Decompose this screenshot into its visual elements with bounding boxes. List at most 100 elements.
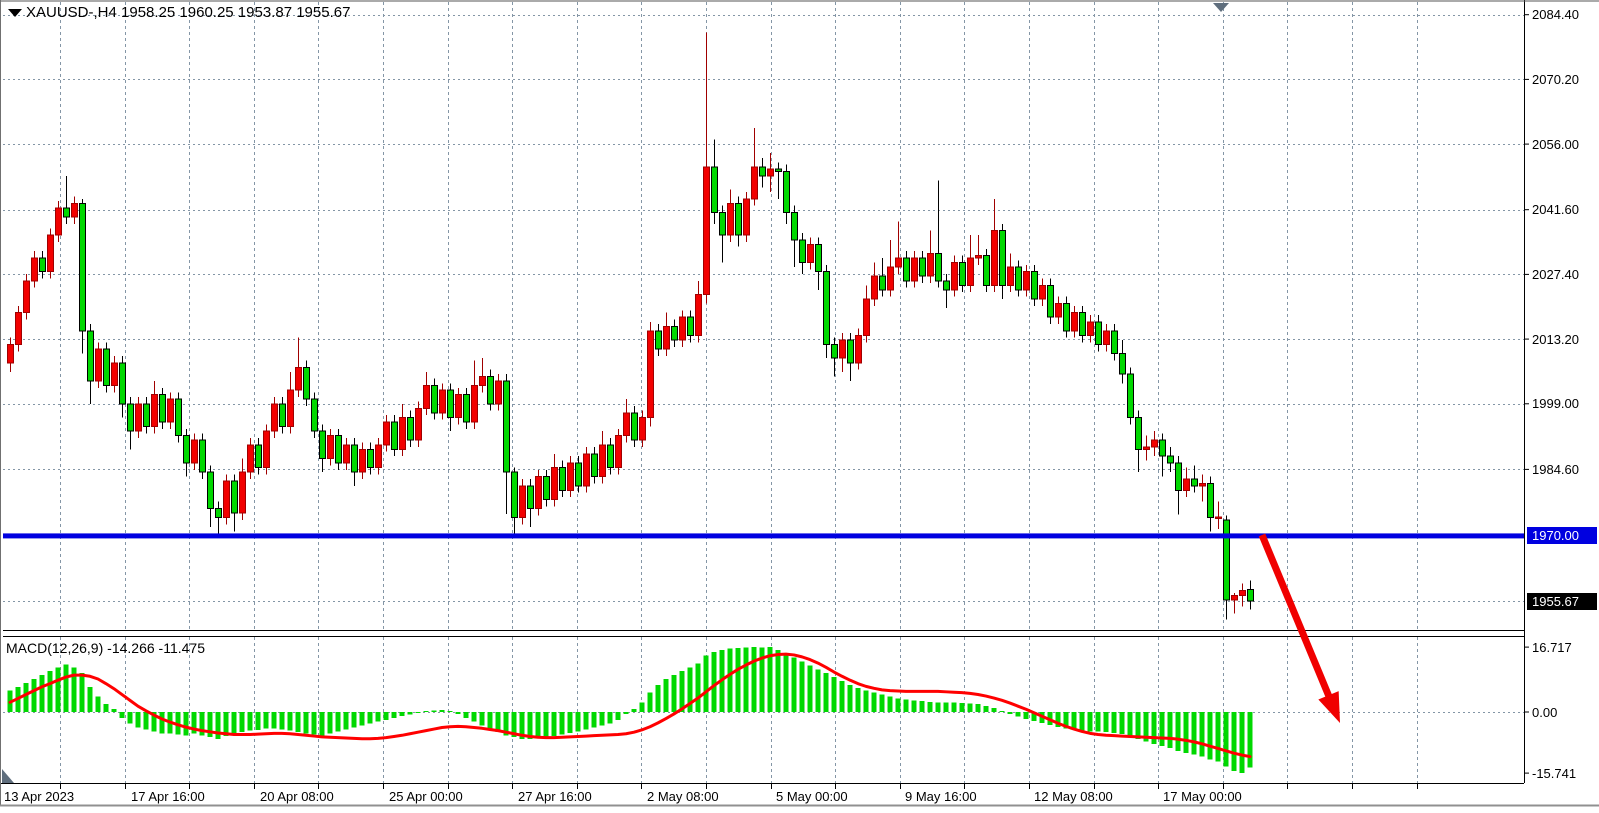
macd-histogram-bar bbox=[1087, 712, 1093, 732]
macd-histogram-bar bbox=[423, 711, 429, 713]
panel-splitter[interactable] bbox=[0, 630, 1524, 637]
candle-bear bbox=[303, 366, 310, 400]
last-price-tag: 1955.67 bbox=[1527, 592, 1597, 610]
candle-bear bbox=[1127, 373, 1134, 418]
macd-histogram-bar bbox=[735, 647, 741, 712]
candle-bull bbox=[951, 262, 958, 291]
price-axis-label: 2013.20 bbox=[1532, 331, 1579, 347]
macd-histogram-bar bbox=[383, 712, 389, 720]
macd-axis-label: 0.00 bbox=[1532, 704, 1558, 720]
candle-bear bbox=[687, 316, 694, 336]
macd-histogram-bar bbox=[39, 675, 45, 712]
macd-histogram-bar bbox=[783, 653, 789, 712]
macd-histogram-bar bbox=[407, 712, 413, 715]
macd-histogram-bar bbox=[959, 703, 965, 712]
main-chart-area[interactable] bbox=[3, 2, 1524, 630]
candle-bull bbox=[895, 257, 902, 268]
macd-histogram-bar bbox=[79, 673, 85, 712]
candle-bear bbox=[1047, 284, 1054, 318]
candle-bull bbox=[439, 389, 446, 414]
candle-bull bbox=[839, 339, 846, 359]
candle-bear bbox=[1063, 303, 1070, 332]
macd-signal-value: -11.475 bbox=[158, 640, 205, 656]
time-axis-label: 5 May 00:00 bbox=[776, 789, 848, 804]
candle-bull bbox=[695, 293, 702, 336]
candle-bear bbox=[119, 362, 126, 405]
macd-histogram-bar bbox=[279, 712, 285, 730]
macd-indicator-area[interactable] bbox=[3, 637, 1524, 783]
candle-bull bbox=[679, 316, 686, 341]
candle-bear bbox=[759, 166, 766, 177]
candle-bull bbox=[599, 444, 606, 478]
macd-histogram-bar bbox=[287, 712, 293, 731]
macd-main-value: -14.266 bbox=[107, 640, 155, 656]
candle-bear bbox=[175, 398, 182, 437]
macd-histogram-bar bbox=[655, 684, 661, 712]
macd-histogram-bar bbox=[1175, 712, 1181, 751]
candle-bull bbox=[1239, 590, 1246, 597]
time-axis-label: 17 Apr 16:00 bbox=[131, 789, 205, 804]
arrow-head[interactable] bbox=[1318, 691, 1340, 723]
macd-histogram-bar bbox=[543, 712, 549, 738]
price-scale[interactable] bbox=[1525, 2, 1599, 783]
macd-histogram-bar bbox=[135, 712, 141, 728]
macd-indicator-label: MACD(12,26,9) -14.266 -11.475 bbox=[6, 640, 205, 656]
candle-bull bbox=[167, 398, 174, 423]
symbol-dropdown-icon[interactable] bbox=[8, 9, 22, 17]
macd-histogram-bar bbox=[503, 712, 509, 736]
candle-bull bbox=[567, 462, 574, 491]
macd-histogram-bar bbox=[583, 712, 589, 730]
candle-bull bbox=[151, 394, 158, 428]
macd-histogram-bar bbox=[1135, 712, 1141, 740]
macd-histogram-bar bbox=[711, 651, 717, 712]
macd-name: MACD(12,26,9) bbox=[6, 640, 104, 656]
macd-histogram-bar bbox=[911, 700, 917, 712]
macd-histogram-bar bbox=[1183, 712, 1189, 753]
macd-histogram-bar bbox=[375, 712, 381, 722]
candle-bear bbox=[1159, 439, 1166, 457]
candle-bull bbox=[751, 166, 758, 200]
candle-bull bbox=[71, 202, 78, 218]
candle-bull bbox=[615, 435, 622, 469]
time-axis-label: 13 Apr 2023 bbox=[4, 789, 75, 804]
candle-bull bbox=[47, 234, 54, 273]
time-axis-label: 25 Apr 00:00 bbox=[389, 789, 463, 804]
macd-histogram-bar bbox=[415, 712, 421, 714]
macd-histogram-bar bbox=[63, 664, 69, 712]
arrow-shaft[interactable] bbox=[1258, 533, 1335, 705]
macd-histogram-bar bbox=[143, 712, 149, 730]
price-axis-label: 1999.00 bbox=[1532, 396, 1579, 412]
candle-bear bbox=[391, 421, 398, 450]
candle-bull bbox=[15, 312, 22, 346]
macd-histogram-bar bbox=[1159, 712, 1165, 747]
macd-histogram-bar bbox=[1015, 712, 1021, 717]
candle-bear bbox=[935, 252, 942, 282]
macd-histogram-bar bbox=[631, 708, 637, 712]
ohlc-values: 1958.25 1960.25 1953.87 1955.67 bbox=[121, 4, 351, 21]
macd-histogram-bar bbox=[495, 712, 501, 733]
price-axis-label: 2056.00 bbox=[1532, 136, 1579, 152]
macd-histogram-bar bbox=[1247, 712, 1253, 768]
macd-histogram-bar bbox=[639, 702, 645, 712]
candle-bull bbox=[343, 444, 350, 464]
macd-histogram-bar bbox=[1103, 712, 1109, 733]
price-axis-label: 2027.40 bbox=[1532, 266, 1579, 282]
candle-bull bbox=[583, 453, 590, 487]
corner-marker-icon bbox=[2, 769, 14, 783]
macd-histogram-bar bbox=[31, 679, 37, 712]
macd-histogram-bar bbox=[871, 692, 877, 712]
candle-bear bbox=[1207, 483, 1214, 519]
macd-histogram-bar bbox=[1207, 712, 1213, 760]
macd-histogram-bar bbox=[231, 712, 237, 735]
macd-histogram-bar bbox=[335, 712, 341, 732]
macd-histogram-bar bbox=[1191, 712, 1197, 755]
macd-histogram-bar bbox=[687, 667, 693, 712]
candle-bear bbox=[1015, 266, 1022, 291]
horizontal-line-object[interactable] bbox=[3, 533, 1524, 539]
macd-histogram-bar bbox=[999, 710, 1005, 712]
chart-shift-marker-icon[interactable] bbox=[1213, 3, 1229, 12]
macd-histogram-bar bbox=[855, 687, 861, 712]
macd-histogram-bar bbox=[791, 657, 797, 712]
